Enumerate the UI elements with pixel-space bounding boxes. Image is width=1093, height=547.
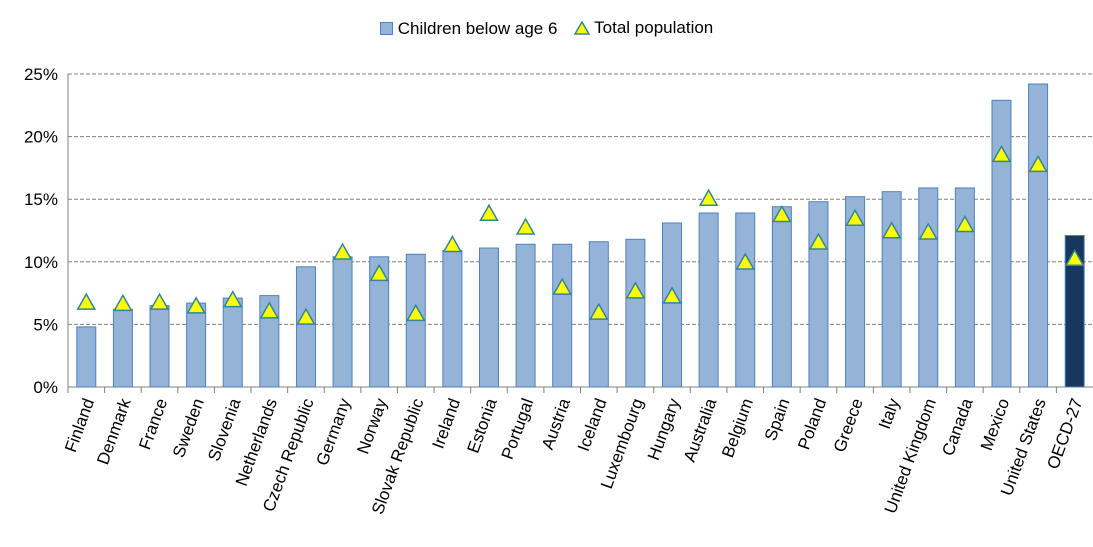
y-tick-label: 10% [24,253,58,272]
legend-triangle-icon [574,21,591,35]
x-tick-label: Canada [938,395,976,458]
bar-sweden [186,302,207,388]
bar-belgium [735,212,756,388]
legend-bar-swatch-icon [379,22,393,35]
bar-france [149,305,170,388]
triangle-marker-ireland [442,235,463,253]
triangle-marker-australia [698,188,719,206]
x-tick-label: Iceland [574,396,611,454]
bar-austria [552,243,573,388]
bar-norway [369,256,390,388]
triangle-marker-belgium [735,252,756,270]
triangle-marker-germany [332,242,353,260]
legend-item-total: Total population [574,18,713,38]
triangle-marker-norway [369,263,389,282]
triangle-marker-france [149,292,170,310]
x-tick-label: Slovenia [204,395,244,463]
bar-germany [332,256,353,388]
legend-item-children: Children below age 6 [379,18,558,39]
x-tick-label: Poland [794,396,830,452]
x-tick-label: Australia [680,395,721,464]
legend-label-children: Children below age 6 [397,18,558,38]
y-tick-label: 20% [24,128,58,147]
bar-finland [76,326,97,388]
triangle-marker-sweden [186,296,206,314]
bar-united-kingdom [918,187,939,388]
bar-italy [881,191,902,388]
triangle-marker-oecd-27 [1064,248,1085,267]
x-tick-label: Denmark [93,395,135,467]
bar-denmark [112,308,133,388]
bar-estonia [478,247,499,388]
x-tick-label: Germany [313,395,355,468]
triangle-marker-united-states [1028,154,1048,173]
x-tick-label: Finland [61,396,98,455]
x-tick-label: Belgium [718,396,757,460]
bar-hungary [662,222,683,388]
triangle-marker-finland [76,292,97,310]
triangle-marker-portugal [515,217,536,235]
bar-mexico [991,99,1012,388]
triangle-marker-luxembourg [625,281,646,299]
bar-oecd-27 [1064,235,1085,388]
bar-poland [808,201,829,388]
y-tick-label: 0% [33,378,58,397]
triangle-marker-united-kingdom [918,222,939,240]
bar-ireland [442,250,463,388]
bar-greece [845,196,866,388]
bar-czech-republic [295,266,316,388]
triangle-marker-netherlands [259,301,280,319]
triangle-marker-spain [772,204,792,223]
triangle-marker-austria [552,277,572,295]
y-tick-label: 25% [24,65,58,84]
triangle-marker-greece [845,208,865,226]
triangle-marker-slovenia [222,290,243,308]
x-tick-label: Mexico [977,396,1013,453]
bar-slovenia [222,297,243,388]
x-tick-label: Italy [875,395,904,431]
y-tick-label: 15% [24,190,58,209]
bar-canada [954,187,975,388]
chart-legend: Children below age 6 Total population [0,18,1093,40]
triangle-marker-italy [881,221,902,239]
x-tick-label: Hungary [644,395,684,462]
x-tick-label: Norway [353,395,391,456]
bar-portugal [515,243,536,388]
triangle-marker-estonia [479,203,499,221]
legend-label-total: Total population [594,18,714,37]
triangle-marker-mexico [991,144,1012,163]
y-tick-label: 5% [33,315,58,334]
x-tick-label: OECD-27 [1043,396,1086,472]
x-tick-label: Greece [830,396,867,455]
triangle-marker-poland [808,232,829,250]
triangle-marker-canada [955,214,975,233]
x-tick-label: Austria [538,395,574,452]
x-tick-label: Spain [761,396,794,443]
x-tick-label: Sweden [169,396,208,460]
x-tick-label: Estonia [463,395,500,455]
triangle-marker-iceland [589,302,609,320]
triangle-marker-hungary [662,286,682,304]
triangle-marker-slovak-republic [405,303,426,322]
x-tick-label: Portugal [498,396,538,462]
x-tick-label: Ireland [428,396,464,451]
triangle-marker-denmark [113,293,133,312]
bar-spain [771,206,792,388]
bar-australia [698,212,719,388]
x-tick-label: France [135,396,171,452]
bar-luxembourg [625,238,646,388]
triangle-marker-czech-republic [296,307,316,325]
bar-united-states [1028,83,1049,388]
